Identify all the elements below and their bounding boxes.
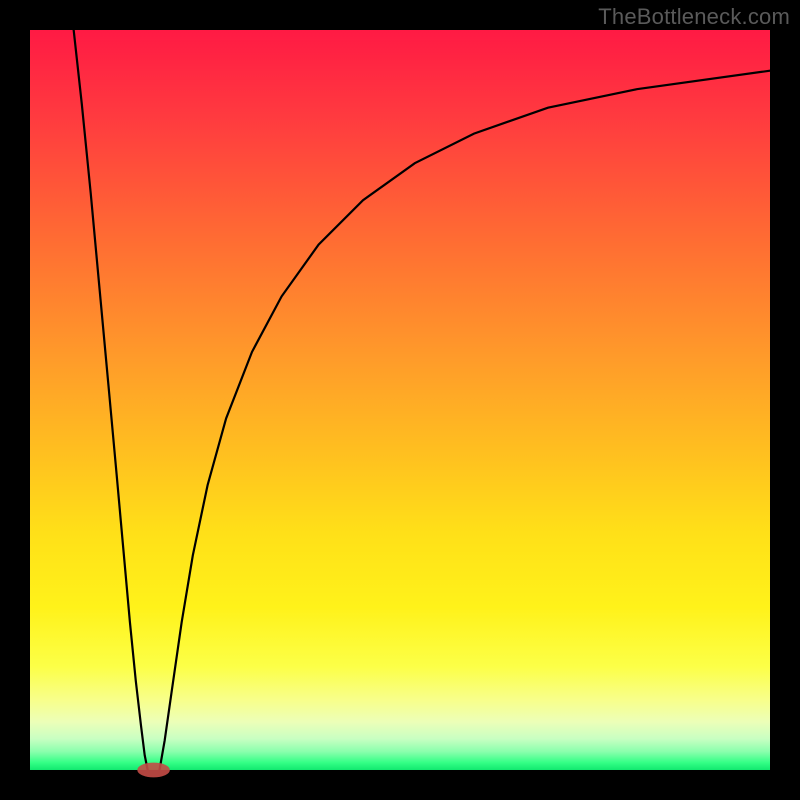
plot-background [30, 30, 770, 770]
bottleneck-chart [0, 0, 800, 800]
watermark-label: TheBottleneck.com [598, 4, 790, 30]
chart-container: TheBottleneck.com [0, 0, 800, 800]
minimum-marker [137, 763, 170, 778]
